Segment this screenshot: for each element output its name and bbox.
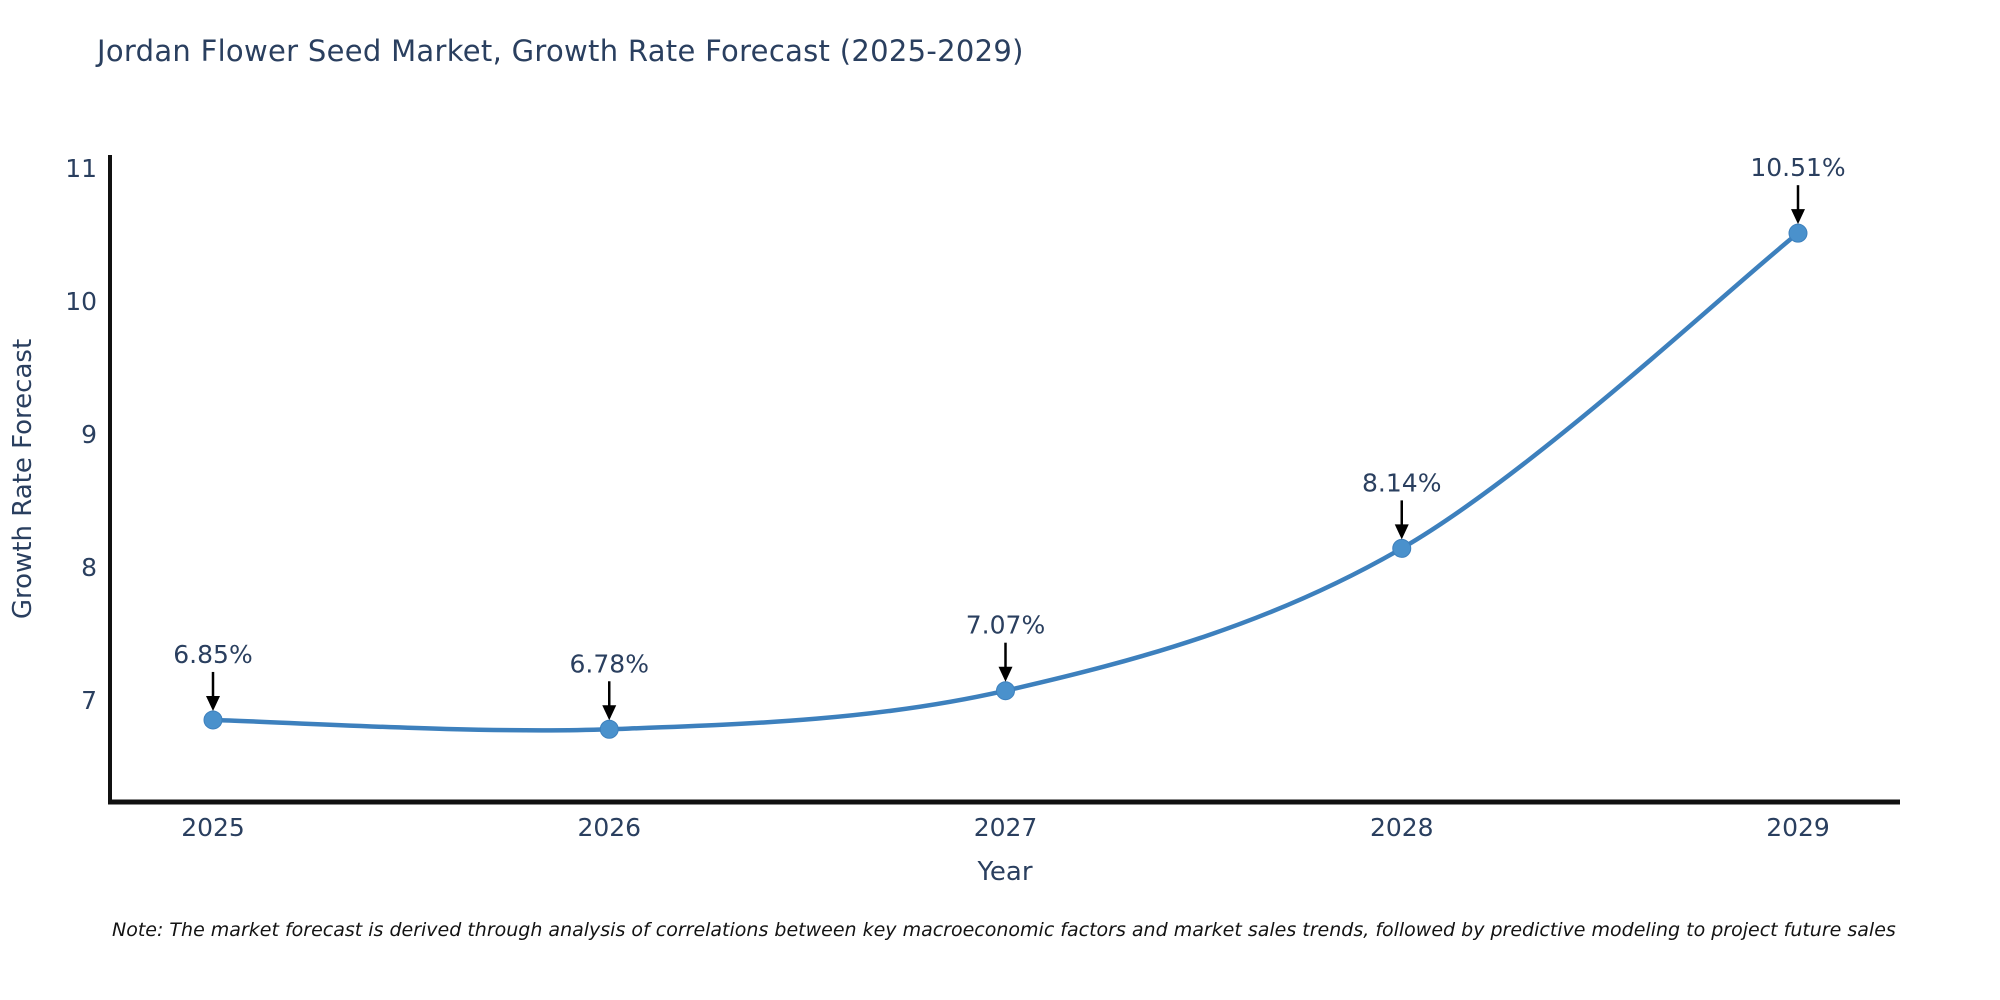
data-point-2028[interactable] [1392,538,1412,558]
annotation-label: 6.85% [173,640,252,669]
annotation-arrowhead [1394,524,1409,540]
annotation-arrowhead [998,666,1013,682]
y-axis-title: Growth Rate Forecast [8,339,38,619]
x-tick-label: 2026 [577,813,641,842]
data-point-2025[interactable] [203,710,223,730]
y-tick-label: 7 [81,686,97,715]
annotation-label: 10.51% [1750,153,1845,182]
y-tick-label: 10 [65,287,97,316]
x-tick-label: 2025 [181,813,245,842]
annotation-label: 6.78% [570,649,649,678]
data-point-2026[interactable] [599,719,619,739]
data-point-2029[interactable] [1788,223,1808,243]
footnote: Note: The market forecast is derived thr… [112,919,1896,941]
x-tick-label: 2029 [1766,813,1830,842]
chart-title: Jordan Flower Seed Market, Growth Rate F… [97,34,1024,68]
series-line [210,230,1801,733]
y-tick-label: 8 [81,553,97,582]
data-point-2027[interactable] [996,681,1015,701]
annotation-arrowhead [1791,209,1805,225]
x-axis-title: Year [976,857,1032,887]
annotation-label: 8.14% [1362,468,1441,497]
annotation-arrowhead [206,695,220,711]
annotation-label: 7.07% [966,611,1045,640]
x-tick-label: 2028 [1370,813,1434,842]
y-tick-label: 9 [81,420,97,449]
y-tick-label: 11 [65,154,97,183]
x-tick-label: 2027 [974,813,1038,842]
annotation-arrowhead [602,705,617,721]
